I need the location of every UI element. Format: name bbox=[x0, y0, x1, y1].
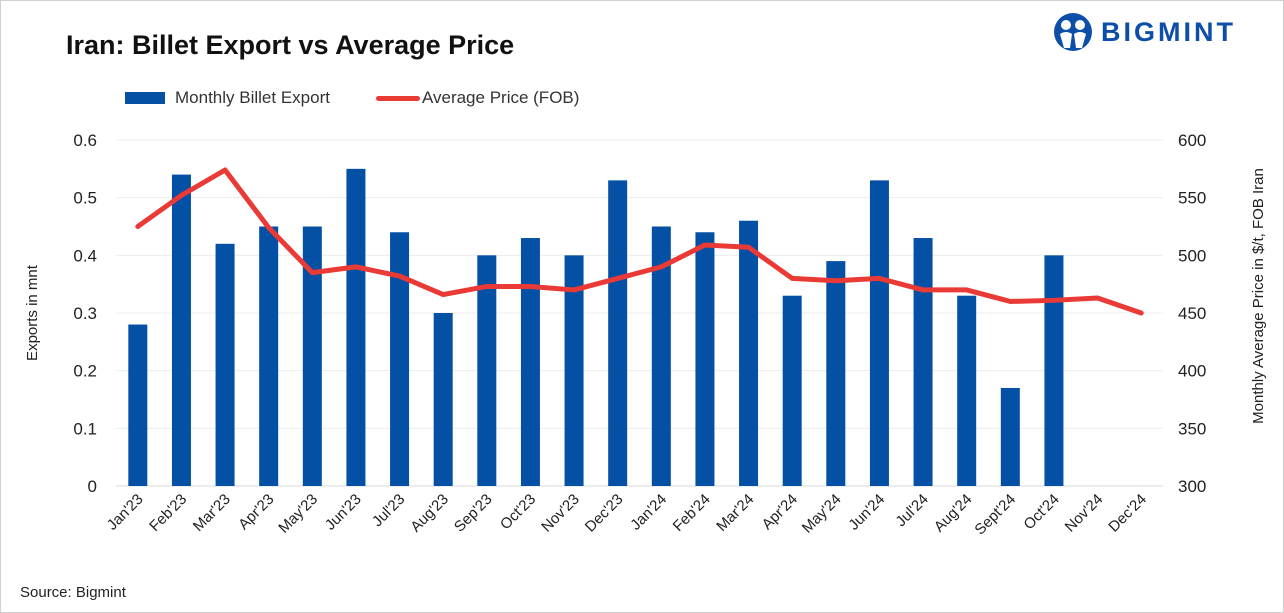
bar bbox=[739, 220, 759, 486]
x-tick: Mar'24 bbox=[713, 491, 757, 535]
y-tick-left: 0.4 bbox=[73, 246, 97, 265]
y-tick-left: 0 bbox=[88, 477, 97, 496]
chart-title: Iran: Billet Export vs Average Price bbox=[66, 30, 515, 60]
legend-label-price: Average Price (FOB) bbox=[421, 88, 580, 107]
x-tick: Aug'23 bbox=[407, 491, 452, 536]
bar bbox=[608, 180, 628, 486]
x-tick: Dec'24 bbox=[1105, 491, 1150, 536]
y-tick-right: 450 bbox=[1178, 304, 1206, 323]
x-tick: Oct'23 bbox=[497, 491, 539, 533]
bar bbox=[215, 243, 235, 486]
bar bbox=[433, 313, 453, 486]
x-tick: Dec'23 bbox=[582, 491, 627, 536]
y-tick-left: 0.6 bbox=[73, 131, 97, 150]
bar bbox=[782, 295, 802, 486]
bar bbox=[520, 238, 540, 486]
x-tick: May'23 bbox=[275, 491, 321, 537]
logo-text: BIGMINT bbox=[1101, 16, 1236, 47]
x-tick: Jul'23 bbox=[369, 491, 408, 530]
x-tick: Apr'24 bbox=[759, 491, 801, 533]
y-axis-label-right: Monthly Average Price in $/t, FOB Iran bbox=[1250, 168, 1267, 424]
legend-bar-swatch bbox=[125, 92, 165, 104]
legend-line-swatch bbox=[375, 95, 420, 101]
source-note: Source: Bigmint bbox=[20, 584, 126, 601]
y-tick-right: 350 bbox=[1178, 419, 1206, 438]
bar bbox=[564, 255, 584, 486]
y-tick-left: 0.1 bbox=[73, 419, 97, 438]
x-tick: Jul'24 bbox=[892, 491, 931, 530]
x-tick: Mar'23 bbox=[190, 491, 234, 535]
y-tick-right: 400 bbox=[1178, 362, 1206, 381]
bar bbox=[259, 226, 279, 486]
y-tick-left: 0.3 bbox=[73, 304, 97, 323]
y-tick-right: 500 bbox=[1178, 246, 1206, 265]
price-line bbox=[135, 167, 1144, 316]
bar bbox=[957, 295, 977, 486]
y-tick-left: 0.2 bbox=[73, 362, 97, 381]
bar bbox=[477, 255, 497, 486]
bar bbox=[128, 324, 148, 486]
bar bbox=[651, 226, 671, 486]
bar bbox=[695, 232, 715, 486]
bigmint-logo: BIGMINT bbox=[1053, 12, 1236, 52]
x-tick: Feb'23 bbox=[146, 491, 190, 535]
bar bbox=[390, 232, 410, 486]
x-tick: Sept'24 bbox=[971, 491, 1019, 539]
logo-people-icon bbox=[1054, 13, 1092, 51]
x-tick: Sep'23 bbox=[451, 491, 496, 536]
x-tick: Nov'24 bbox=[1062, 491, 1107, 536]
bar bbox=[913, 238, 933, 486]
bar bbox=[1044, 255, 1064, 486]
x-tick: Oct'24 bbox=[1020, 491, 1062, 533]
bar bbox=[826, 261, 846, 486]
bar bbox=[346, 168, 366, 487]
x-tick: Jan'24 bbox=[627, 491, 670, 534]
x-tick: Feb'24 bbox=[670, 491, 714, 535]
x-tick: Nov'23 bbox=[538, 491, 583, 536]
y-tick-left: 0.5 bbox=[73, 189, 97, 208]
x-tick: May'24 bbox=[799, 491, 845, 537]
bar bbox=[869, 180, 889, 486]
bar bbox=[1000, 387, 1020, 486]
y-tick-right: 600 bbox=[1178, 131, 1206, 150]
legend-label-export: Monthly Billet Export bbox=[175, 88, 330, 107]
y-axis-label-left: Exports in mnt bbox=[24, 264, 41, 361]
x-tick: Apr'23 bbox=[235, 491, 277, 533]
y-tick-right: 550 bbox=[1178, 189, 1206, 208]
legend: Monthly Billet Export Average Price (FOB… bbox=[125, 88, 579, 108]
x-tick: Jun'23 bbox=[322, 491, 365, 534]
x-tick: Jan'23 bbox=[104, 491, 147, 534]
x-tick: Aug'24 bbox=[931, 491, 976, 536]
bar bbox=[171, 174, 191, 486]
bar bbox=[302, 226, 322, 486]
y-tick-right: 300 bbox=[1178, 477, 1206, 496]
x-tick: Jun'24 bbox=[845, 491, 888, 534]
